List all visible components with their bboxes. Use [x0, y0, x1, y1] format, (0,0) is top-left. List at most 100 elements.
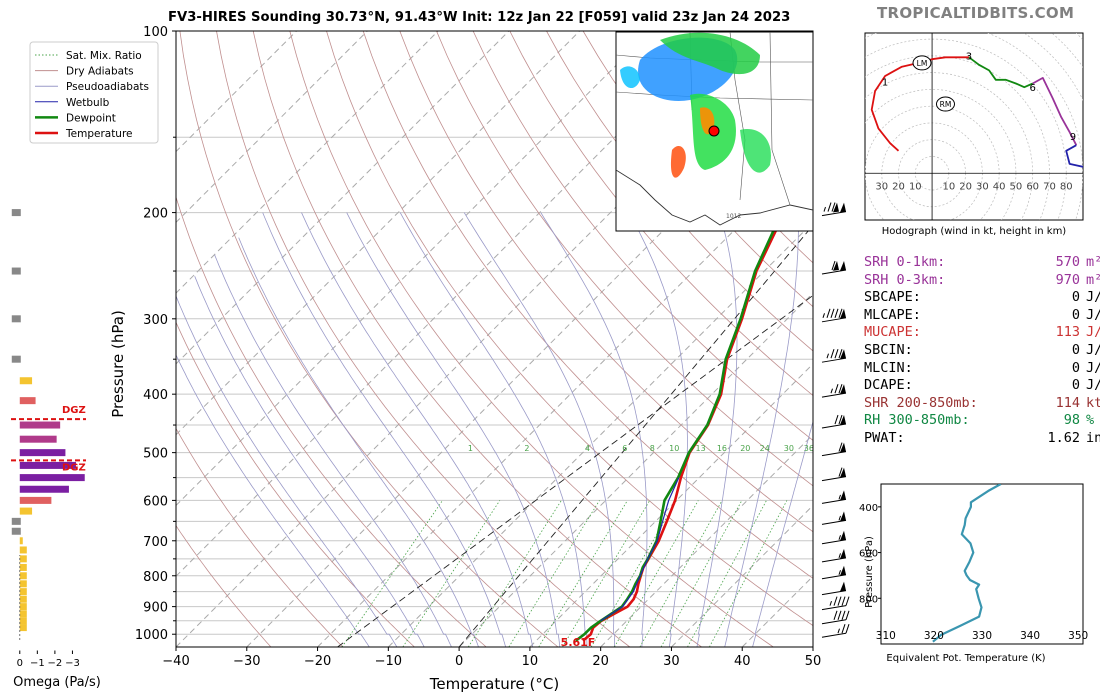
param-label: DCAPE: [864, 377, 913, 394]
param-row-srh03: SRH 0-3km: 970 m²s⁻² [864, 272, 1100, 290]
moist-adiabat [752, 420, 813, 647]
theta-y-tick-label: 600 [859, 549, 878, 560]
mix-ratio-line [687, 500, 767, 647]
mix-ratio-label: 36 [804, 444, 814, 453]
legend-label: Pseudoadiabats [66, 81, 149, 93]
wind-barb [821, 530, 847, 545]
wind-barb [821, 565, 847, 580]
barb-staff [821, 574, 847, 580]
isotherm-line [317, 150, 813, 647]
mix-ratio-line [562, 500, 651, 647]
storm-motion-marker [912, 55, 932, 71]
param-value: 0 [1071, 359, 1080, 376]
barb-flag [834, 308, 839, 318]
y-tick-label: 400 [143, 388, 168, 403]
dry-adiabat [582, 31, 813, 308]
param-label: MLCIN: [864, 359, 913, 376]
omega-bar [19, 435, 57, 443]
omega-bar [19, 449, 66, 457]
param-unit: J/kg [1086, 289, 1100, 306]
param-label: SRH 0-3km: [864, 271, 946, 288]
wind-barb [821, 260, 847, 275]
omega-bar [11, 527, 21, 535]
mix-ratio-line [467, 500, 562, 647]
barb-pennant [840, 384, 846, 394]
dry-adiabat [399, 31, 813, 533]
barb-flag [830, 308, 835, 318]
barb-flag [831, 260, 836, 271]
barb-half [838, 570, 841, 575]
hodograph-tick-label: 10 [942, 181, 955, 192]
omega-bar [19, 496, 52, 504]
barb-flag [845, 610, 850, 620]
omega-bar [19, 572, 27, 580]
plot-frame [175, 30, 814, 648]
barb-pennant [840, 581, 846, 592]
wind-barb [821, 384, 847, 398]
barb-half [838, 494, 841, 500]
barb-staff [821, 317, 847, 323]
storm-motion-label: RM [940, 100, 952, 109]
omega-bar [11, 267, 21, 275]
isotherm-line [176, 31, 297, 153]
omega-bar [11, 355, 21, 363]
barb-flag [845, 624, 850, 634]
param-row-rh: RH 300-850mb: 98% [864, 412, 1100, 430]
barb-flag [838, 384, 843, 394]
barb-pennant [840, 467, 846, 478]
moist-adiabat [238, 237, 479, 647]
x-tick-label: −40 [162, 654, 189, 669]
barb-staff [821, 605, 847, 611]
y-tick-label: 900 [143, 601, 168, 616]
hodograph-plot: 1 3 6 9 LM RM 30 20 10 10 20 30 40 50 60 70 80 [865, 33, 1083, 220]
omega-bar [19, 537, 23, 545]
barb-flag [838, 467, 843, 477]
dgz-label: DGZ [62, 462, 86, 473]
param-row-srh01: SRH 0-1km: 570 m²s⁻² [864, 254, 1100, 272]
mix-ratio-label: 6 [622, 444, 627, 453]
theta-x-axis-label: Equivalent Pot. Temperature (K) [886, 653, 1045, 664]
barb-flag [838, 308, 843, 318]
theta-tick-label: 350 [1068, 630, 1088, 642]
barb-flag [838, 349, 843, 359]
hodograph-caption: Hodograph (wind in kt, height in km) [882, 226, 1067, 237]
barb-half [838, 553, 841, 559]
barb-staff [821, 476, 847, 482]
barb-pennant [833, 202, 839, 213]
omega-tick-label: −1 [30, 658, 45, 669]
moist-adiabat [540, 212, 648, 647]
hodograph-height-label: 9 [1070, 132, 1076, 143]
theta-frame [880, 483, 1084, 645]
y-tick-label: 1000 [135, 628, 168, 643]
wind-barb [821, 202, 847, 217]
param-label: SRH 0-1km: [864, 254, 946, 270]
hodograph-segment [870, 56, 969, 152]
hodograph-tick-label: 50 [1010, 181, 1023, 192]
dry-adiabat [176, 427, 343, 647]
mix-ratio-line [341, 500, 443, 647]
barb-staff [821, 590, 847, 596]
isotherm-line [176, 31, 368, 224]
hodograph-tick-label: 80 [1060, 181, 1073, 192]
mix-ratio-line [508, 500, 600, 647]
param-unit: J/kg [1086, 359, 1100, 376]
moist-adiabat [262, 212, 506, 647]
mix-ratio-label: 13 [696, 444, 706, 453]
barb-pennant [840, 308, 846, 319]
radar-map: 1012 [616, 32, 813, 226]
legend-label: Dewpoint [66, 112, 116, 124]
theta-plot [932, 484, 1002, 643]
omega-tick-label: −3 [65, 658, 80, 669]
moist-adiabat [724, 212, 799, 647]
barb-staff [821, 539, 847, 545]
mix-ratio-line [538, 500, 628, 647]
mix-ratio-label: 1 [468, 444, 473, 453]
omega-bar [19, 624, 27, 632]
theta-y-axis-label: Pressure (hPa) [864, 536, 875, 608]
param-row-dcape: DCAPE: 0 J/kg [864, 377, 1100, 395]
param-unit: in [1086, 429, 1100, 446]
moist-adiabat [214, 254, 452, 647]
mix-ratio-label: 24 [760, 444, 770, 453]
barb-pennant [840, 548, 846, 559]
